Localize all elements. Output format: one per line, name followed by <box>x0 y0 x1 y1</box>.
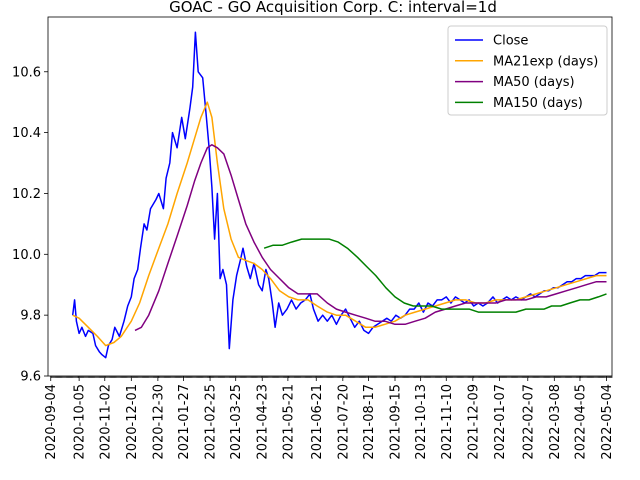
legend-label: MA150 (days) <box>493 96 583 111</box>
x-tick-label: 2021-01-27 <box>177 384 192 460</box>
x-tick-label: 2022-01-07 <box>493 384 508 460</box>
x-tick-label: 2020-12-01 <box>125 384 140 460</box>
x-tick-label: 2021-09-15 <box>389 384 404 460</box>
x-tick-label: 2021-02-25 <box>204 384 219 460</box>
x-tick-label: 2021-10-13 <box>414 384 429 460</box>
legend-label: MA21exp (days) <box>493 54 598 69</box>
x-tick-label: 2020-12-30 <box>151 384 166 460</box>
legend-label: MA50 (days) <box>493 75 575 90</box>
x-tick-label: 2022-03-08 <box>548 384 563 460</box>
plot-frame <box>47 16 613 377</box>
x-tick-label: 2021-12-09 <box>466 384 481 460</box>
plot-area <box>71 31 607 359</box>
x-tick-label: 2021-03-25 <box>229 384 244 460</box>
chart-title: GOAC - GO Acquisition Corp. C: interval=… <box>169 0 497 16</box>
x-tick-label: 2021-08-17 <box>362 384 377 460</box>
y-tick-label: 10.2 <box>12 187 41 202</box>
x-tick-label: 2020-09-04 <box>44 384 59 460</box>
axes: 9.6 9.8 10.0 10.2 10.4 10.6 2020-09-04 2020-10-… <box>12 16 615 460</box>
x-tick-label: 2021-05-21 <box>281 384 296 460</box>
x-tick-label: 2022-05-04 <box>600 384 615 460</box>
series-line-3 <box>263 238 607 313</box>
legend: Close MA21exp (days) MA50 (days) MA150 (day… <box>447 25 608 116</box>
x-tick-label: 2022-02-07 <box>521 384 536 460</box>
x-tick-label: 2021-11-10 <box>440 384 455 460</box>
x-tick-label: 2020-10-05 <box>73 384 88 460</box>
x-tick-label: 2021-07-20 <box>336 384 351 460</box>
x-tick-label: 2020-11-02 <box>98 384 113 460</box>
y-tick-label: 9.8 <box>20 309 41 324</box>
series-line-0 <box>71 31 607 359</box>
y-tick-label: 10.4 <box>12 126 41 141</box>
x-tick-label: 2021-04-23 <box>256 384 271 460</box>
legend-box <box>447 25 608 116</box>
x-tick-label: 2021-06-21 <box>310 384 325 460</box>
y-tick-label: 9.6 <box>20 370 41 385</box>
series-line-2 <box>134 144 607 332</box>
x-tick-label: 2022-04-05 <box>574 384 589 460</box>
y-tick-label: 10.0 <box>12 248 41 263</box>
y-tick-label: 10.6 <box>12 65 41 80</box>
legend-label: Close <box>493 34 528 49</box>
